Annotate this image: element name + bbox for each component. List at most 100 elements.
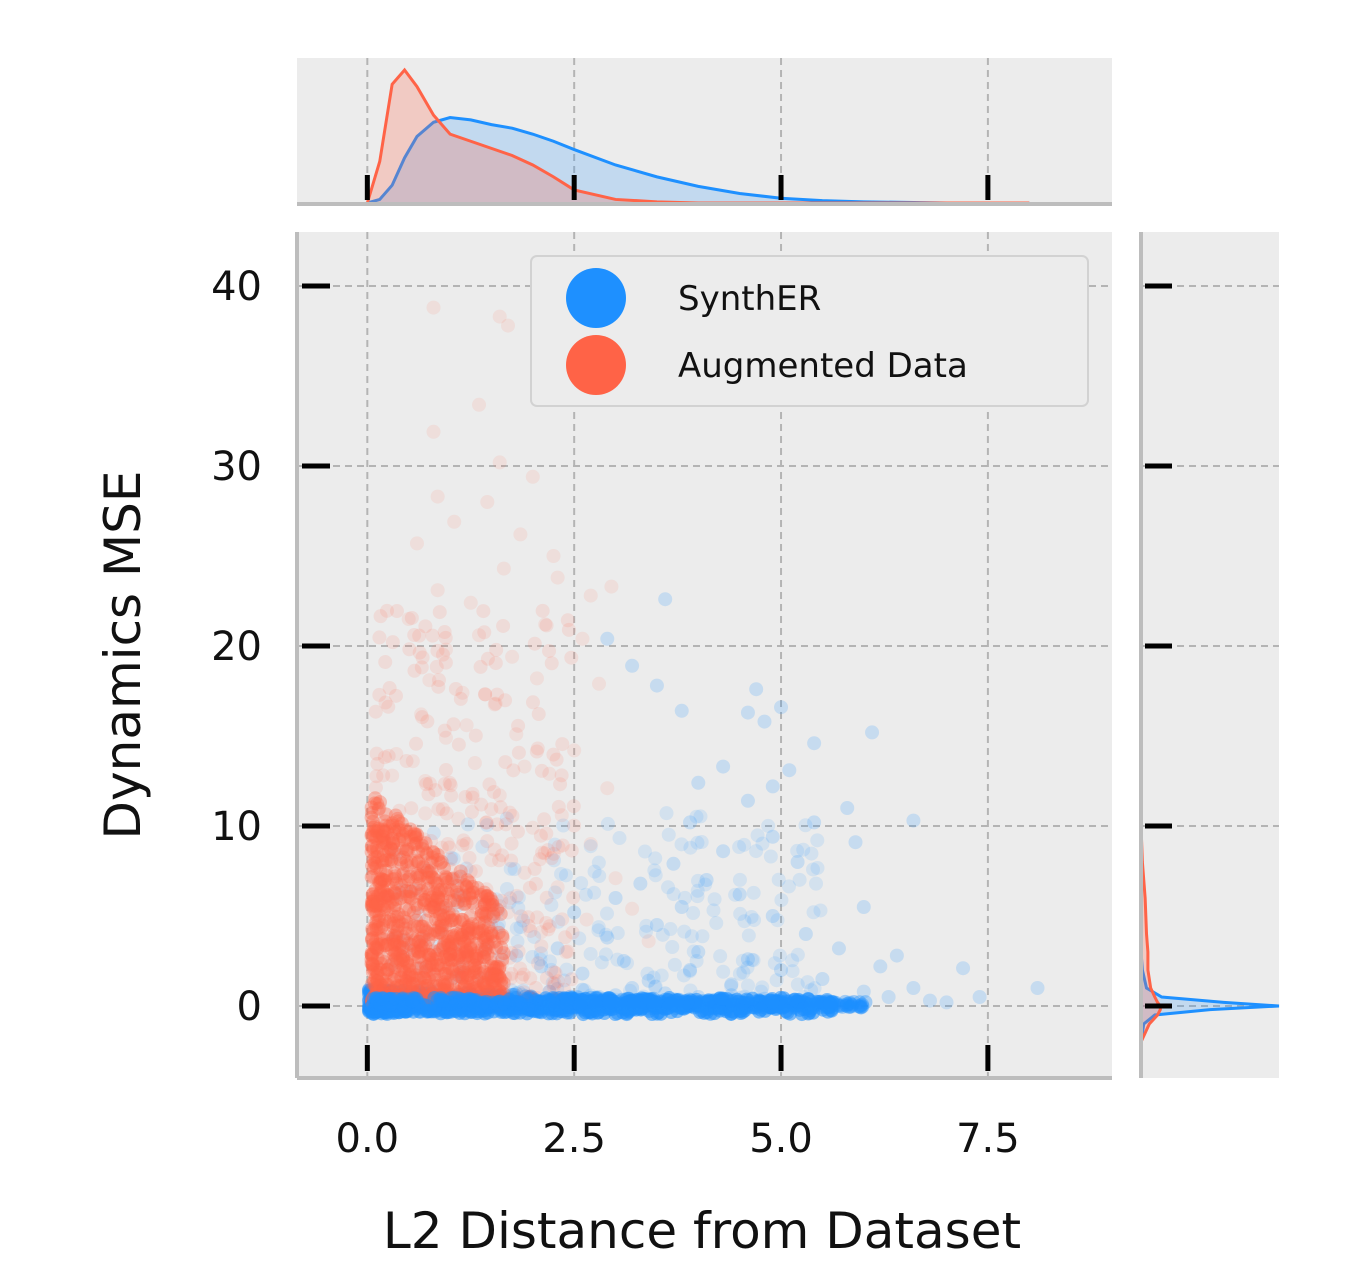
synther-point — [906, 981, 921, 995]
augmented-data-point — [476, 938, 491, 953]
synther-point — [459, 861, 474, 876]
augmented-data-point — [564, 650, 579, 665]
augmented-data-point — [510, 824, 525, 839]
augmented-data-point — [433, 882, 448, 897]
synther-point — [790, 977, 805, 992]
synther-point — [544, 962, 559, 977]
augmented-data-point — [412, 934, 427, 949]
augmented-data-point — [481, 892, 496, 907]
augmented-data-point — [437, 872, 452, 887]
augmented-data-point — [488, 967, 503, 982]
augmented-data-point — [463, 895, 478, 910]
augmented-data-point — [458, 944, 473, 959]
synther-point — [972, 990, 987, 1004]
augmented-data-point — [431, 882, 446, 897]
synther-point — [806, 862, 821, 877]
augmented-data-point — [420, 847, 435, 862]
augmented-data-point — [418, 619, 433, 634]
augmented-data-point — [408, 932, 423, 947]
augmented-data-point — [487, 979, 502, 994]
augmented-data-point — [378, 853, 393, 868]
augmented-data-point — [382, 834, 397, 849]
augmented-data-point — [457, 934, 472, 949]
augmented-data-point — [476, 949, 491, 964]
synther-point — [939, 995, 954, 1010]
augmented-data-point — [429, 958, 444, 973]
augmented-data-point — [438, 950, 453, 965]
augmented-data-point — [373, 795, 388, 810]
augmented-data-point — [463, 864, 478, 879]
augmented-data-point — [427, 872, 442, 887]
augmented-data-point — [382, 681, 397, 696]
augmented-data-point — [364, 947, 379, 962]
augmented-data-point — [387, 970, 402, 985]
synther-point — [455, 959, 470, 974]
synther-point — [700, 994, 715, 1009]
augmented-data-point — [388, 960, 403, 975]
augmented-data-point — [457, 965, 472, 980]
augmented-data-point — [370, 973, 385, 988]
augmented-data-point — [423, 968, 438, 983]
augmented-data-point — [504, 853, 519, 868]
augmented-data-point — [464, 891, 479, 906]
augmented-data-point — [555, 737, 570, 752]
augmented-data-point — [413, 971, 428, 986]
synther-point — [796, 842, 811, 857]
augmented-data-point — [367, 829, 382, 844]
augmented-data-point — [474, 901, 489, 916]
augmented-data-point — [370, 870, 385, 885]
augmented-data-point — [390, 923, 405, 938]
augmented-data-point — [546, 549, 561, 563]
synther-point — [527, 929, 542, 944]
augmented-data-point — [414, 931, 429, 946]
synther-point — [699, 873, 714, 887]
augmented-data-point — [394, 856, 409, 871]
augmented-data-point — [553, 777, 568, 792]
synther-point — [691, 775, 706, 790]
augmented-data-point — [369, 941, 384, 956]
augmented-data-point — [459, 879, 474, 894]
augmented-data-point — [555, 838, 570, 853]
augmented-data-point — [471, 916, 486, 931]
augmented-data-point — [483, 951, 498, 966]
augmented-data-point — [443, 940, 458, 955]
augmented-data-point — [452, 948, 467, 963]
augmented-data-point — [435, 927, 450, 942]
augmented-data-point — [487, 697, 502, 712]
augmented-data-point — [426, 900, 441, 914]
augmented-data-point — [539, 971, 554, 986]
augmented-data-point — [465, 885, 480, 900]
augmented-data-point — [429, 978, 444, 993]
augmented-data-point — [368, 903, 383, 918]
augmented-data-point — [366, 887, 381, 902]
augmented-data-point — [460, 922, 475, 937]
augmented-data-point — [478, 889, 493, 904]
augmented-data-point — [414, 957, 429, 972]
augmented-data-point — [447, 952, 462, 967]
augmented-data-point — [410, 944, 425, 959]
augmented-data-point — [477, 897, 492, 912]
augmented-data-point — [460, 968, 475, 983]
synther-point — [845, 997, 860, 1012]
synther-point — [626, 997, 641, 1012]
augmented-data-point — [463, 941, 478, 956]
synther-point — [457, 992, 472, 1007]
augmented-data-point — [480, 980, 495, 995]
augmented-data-point — [423, 897, 438, 912]
augmented-data-point — [437, 977, 452, 992]
augmented-data-point — [437, 882, 452, 897]
augmented-data-point — [561, 622, 576, 637]
augmented-data-point — [400, 842, 415, 857]
augmented-data-point — [398, 914, 413, 929]
augmented-data-point — [370, 960, 385, 975]
augmented-data-point — [420, 882, 435, 897]
synther-point — [610, 952, 625, 967]
augmented-data-point — [436, 940, 451, 955]
augmented-data-point — [408, 946, 423, 961]
augmented-data-point — [422, 865, 437, 880]
synther-point — [844, 999, 859, 1014]
synther-point — [625, 981, 640, 995]
synther-point — [533, 952, 548, 967]
augmented-data-point — [483, 966, 498, 981]
synther-point — [677, 924, 692, 939]
